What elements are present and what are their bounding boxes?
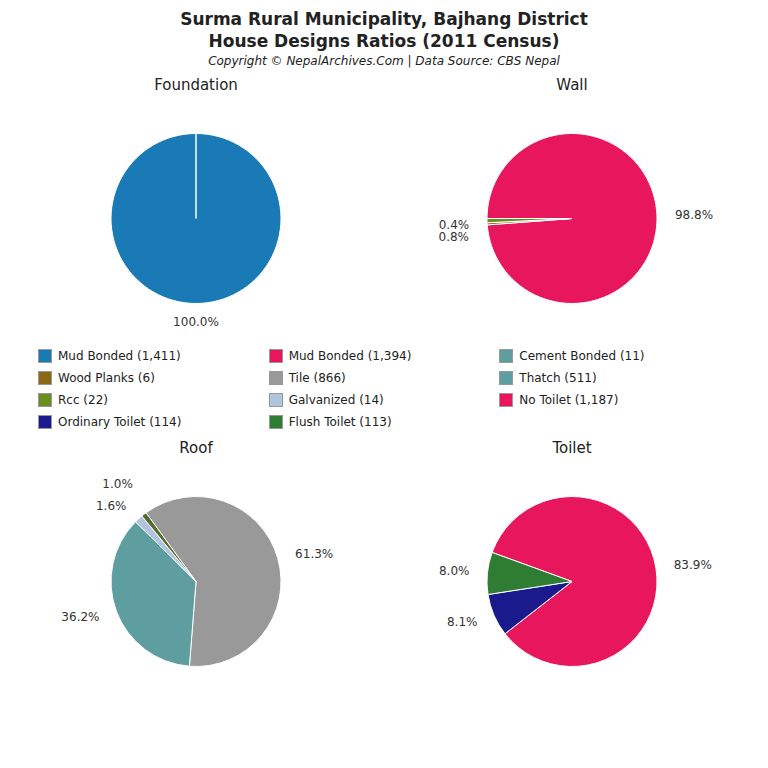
svg-text:1.6%: 1.6% (96, 499, 127, 513)
html-text:Flush Toilet (113): Flush Toilet (113) (288, 415, 392, 429)
html-text:Roof: Roof (179, 439, 213, 457)
svg-text:61.3%: 61.3% (295, 547, 333, 561)
html-text:No Toilet (1,187): No Toilet (1,187) (519, 393, 619, 407)
svg-text:0.4%: 0.4% (438, 218, 470, 232)
html-text:Tile (866): Tile (866) (288, 371, 346, 385)
html-text:Ordinary Toilet (114): Ordinary Toilet (114) (58, 415, 182, 429)
html-text:Cement Bonded (11): Cement Bonded (11) (519, 349, 645, 363)
html-text:Rcc (22): Rcc (22) (58, 393, 108, 407)
html-text:Thatch (511): Thatch (511) (519, 371, 597, 385)
html-text:Mud Bonded (1,411): Mud Bonded (1,411) (58, 349, 181, 363)
html-text:Foundation: Foundation (154, 76, 238, 94)
svg-text:1.0%: 1.0% (102, 477, 133, 491)
html-text:Toilet: Toilet (552, 439, 592, 457)
html-text:Copyright © NepalArchives.Com: Copyright © NepalArchives.Com | Data Sou… (208, 54, 560, 68)
html-text:Wall: Wall (556, 76, 588, 94)
html-text:House Designs Ratios (2011 Cen: House Designs Ratios (2011 Census) (208, 31, 560, 51)
svg-text:100.0%: 100.0% (173, 315, 219, 329)
html-text:Wood Planks (6): Wood Planks (6) (58, 371, 155, 385)
svg-text:36.2%: 36.2% (61, 610, 99, 624)
svg-text:8.1%: 8.1% (447, 615, 478, 629)
svg-text:98.8%: 98.8% (675, 208, 713, 222)
html-text:Galvanized (14): Galvanized (14) (288, 393, 384, 407)
svg-text:83.9%: 83.9% (674, 558, 712, 572)
html-text:Surma Rural Municipality, Bajh: Surma Rural Municipality, Bajhang Distri… (180, 9, 588, 29)
svg-text:8.0%: 8.0% (439, 564, 470, 578)
svg-text:0.8%: 0.8% (439, 230, 470, 244)
html-text:Mud Bonded (1,394): Mud Bonded (1,394) (288, 349, 412, 363)
